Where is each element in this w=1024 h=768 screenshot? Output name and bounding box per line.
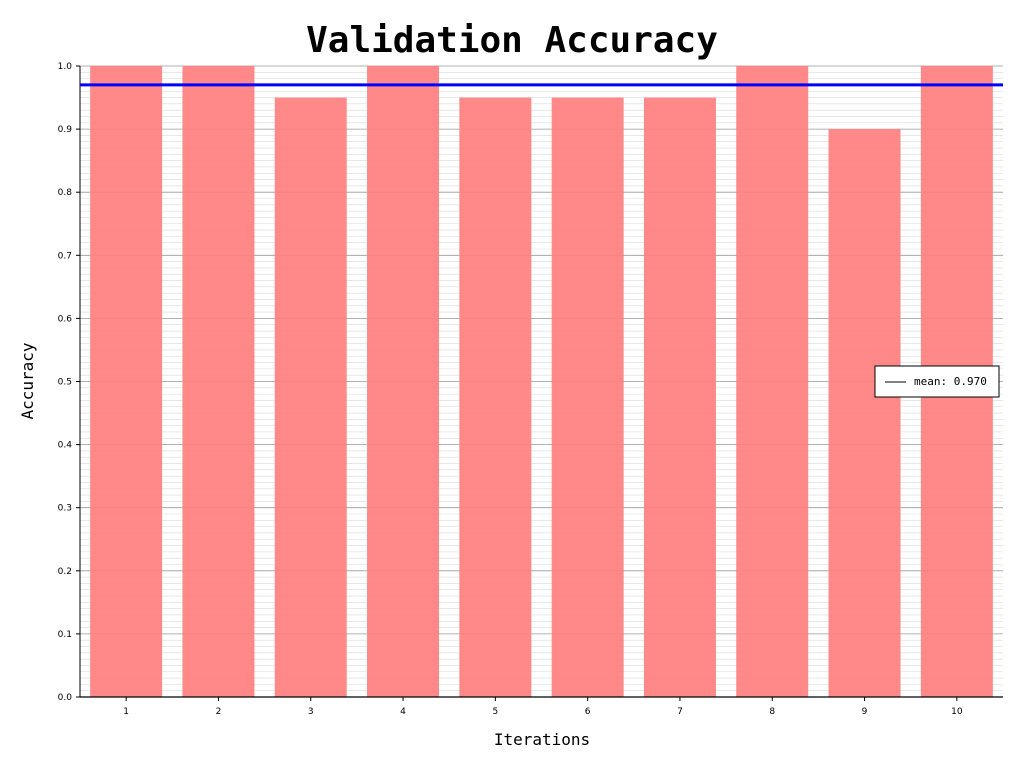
bar [643,97,716,698]
x-axis-label: Iterations [494,730,590,749]
legend-label: mean: 0.970 [914,375,987,388]
x-tick-label: 5 [492,707,498,717]
x-tick-label: 2 [216,707,222,717]
bar [274,97,347,698]
y-tick-label: 0.6 [58,314,73,324]
y-tick-label: 0.8 [58,188,73,198]
x-tick-label: 10 [951,707,963,717]
bar [367,66,440,697]
x-tick-label: 1 [123,707,129,717]
y-axis-label: Accuracy [18,342,37,419]
y-tick-label: 0.1 [58,630,72,640]
bar [459,97,532,698]
ticks-layer: 0.0 0.1 0.2 0.3 0.4 0.5 0.6 0.7 0.8 0.9 1.0 1 2 3 4 5 6 7… [58,62,963,717]
y-tick-label: 0.5 [58,378,72,388]
chart-title: Validation Accuracy [306,20,718,61]
y-tick-label: 1.0 [58,62,73,72]
bar [182,66,255,697]
x-tick-label: 6 [585,707,591,717]
y-tick-label: 0.4 [58,441,73,451]
x-tick-label: 4 [400,707,406,717]
x-tick-label: 7 [677,707,683,717]
bar [551,97,624,698]
y-tick-label: 0.2 [58,567,72,577]
y-tick-label: 0.3 [58,504,72,514]
legend: mean: 0.970 [874,365,1000,398]
x-tick-label: 9 [862,707,868,717]
bar [736,66,809,697]
x-tick-label: 3 [308,707,314,717]
bar [90,66,163,697]
y-tick-label: 0.7 [58,251,72,261]
x-tick-label: 8 [769,707,775,717]
y-tick-label: 0.0 [58,693,73,703]
y-tick-label: 0.9 [58,125,73,135]
bar [828,129,901,698]
